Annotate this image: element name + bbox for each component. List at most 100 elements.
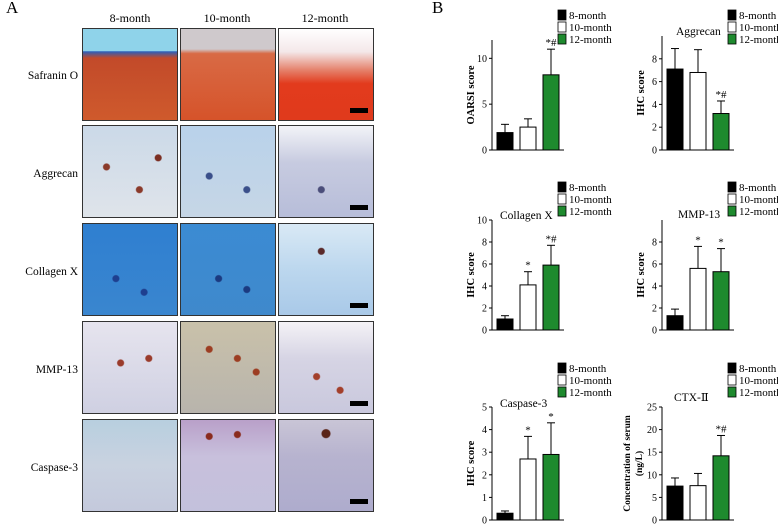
bar-12-month <box>542 74 560 151</box>
legend-swatch-8-month <box>727 181 737 193</box>
y-axis-label: IHC score <box>636 252 647 298</box>
legend-swatch-12-month <box>557 33 567 45</box>
legend-label-10-month: 10-month <box>569 375 612 387</box>
legend-label-12-month: 12-month <box>739 34 778 46</box>
legend-swatch-8-month <box>557 362 567 374</box>
bar-10-month <box>689 485 707 521</box>
significance-marker: *# <box>716 89 728 101</box>
bar-8-month <box>666 68 684 151</box>
y-tick-label: 4 <box>482 425 487 436</box>
legend-label-10-month: 10-month <box>569 22 612 34</box>
y-axis-label: IHC score <box>466 440 477 486</box>
micrograph-safranin-o-8-month <box>82 28 178 121</box>
legend-swatch-10-month <box>557 374 567 386</box>
y-tick-label: 10 <box>477 54 487 65</box>
legend-label-12-month: 12-month <box>569 34 612 46</box>
legend-label-10-month: 10-month <box>739 194 778 206</box>
y-tick-label: 6 <box>652 77 657 88</box>
legend-label-8-month: 8-month <box>569 363 607 375</box>
y-axis-label: IHC score <box>466 252 477 298</box>
y-tick-label: 15 <box>647 448 657 459</box>
legend-swatch-8-month <box>727 9 737 21</box>
chart-aggrecan: 0 2 4 6 8 IHC score Aggrecan *# 8-month10-month1… <box>636 9 778 157</box>
legend-label-8-month: 8-month <box>739 363 777 375</box>
legend-swatch-12-month <box>727 205 737 217</box>
y-tick-label: 6 <box>652 260 657 271</box>
y-tick-label: 0 <box>652 146 657 157</box>
micrograph-safranin-o-12-month <box>278 28 374 121</box>
bar-8-month <box>496 132 514 151</box>
bar-8-month <box>496 318 514 331</box>
micrograph-aggrecan-8-month <box>82 125 178 218</box>
scale-bar <box>350 499 368 504</box>
bar-10-month <box>519 126 537 151</box>
chart-title: CTX-Ⅱ <box>674 392 709 404</box>
legend-swatch-12-month <box>727 33 737 45</box>
y-tick-label: 4 <box>652 282 657 293</box>
micrograph-caspase-3-10-month <box>180 419 276 512</box>
chart-collagen-x: 0 2 4 6 8 10 IHC score Collagen X * *# 8-month10-m… <box>466 181 612 337</box>
legend-swatch-10-month <box>557 21 567 33</box>
row-label-caspase-3: Caspase-3 <box>30 462 78 474</box>
y-tick-label: 0 <box>482 146 487 157</box>
legend-swatch-10-month <box>727 193 737 205</box>
micrograph-collagen-x-10-month <box>180 223 276 316</box>
row-label-safranin-o: Safranin O <box>27 70 78 82</box>
y-tick-label: 5 <box>482 403 487 414</box>
bar-10-month <box>689 267 707 331</box>
chart-title: Collagen X <box>500 210 553 222</box>
legend-swatch-12-month <box>557 386 567 398</box>
bar-8-month <box>496 512 514 521</box>
y-axis-label: Concentration of serum (ng/L) <box>623 415 645 512</box>
micrograph-collagen-x-8-month <box>82 223 178 316</box>
y-tick-label: 4 <box>482 282 487 293</box>
scale-bar <box>350 303 368 308</box>
legend-swatch-8-month <box>727 362 737 374</box>
y-tick-label: 0 <box>652 516 657 527</box>
significance-marker: * <box>695 234 701 246</box>
micrograph-aggrecan-12-month <box>278 125 374 218</box>
significance-marker: *# <box>546 37 558 49</box>
micrograph-aggrecan-10-month <box>180 125 276 218</box>
significance-marker: *# <box>716 423 728 435</box>
micrograph-mmp-13-8-month <box>82 321 178 414</box>
column-header-10-month: 10-month <box>203 11 251 25</box>
y-tick-label: 1 <box>482 493 487 504</box>
bar-10-month <box>689 71 707 151</box>
legend-swatch-8-month <box>557 181 567 193</box>
y-axis-label: IHC score <box>636 70 647 116</box>
y-tick-label: 0 <box>482 326 487 337</box>
bar-12-month <box>712 455 730 521</box>
bar-8-month <box>666 485 684 521</box>
row-label-mmp-13: MMP-13 <box>35 364 78 376</box>
scale-bar <box>350 108 368 113</box>
y-tick-label: 25 <box>647 403 657 414</box>
significance-marker: * <box>525 260 531 272</box>
micrograph-caspase-3-8-month <box>82 419 178 512</box>
y-tick-label: 2 <box>652 304 657 315</box>
column-header-8-month: 8-month <box>109 11 151 25</box>
y-tick-label: 0 <box>652 326 657 337</box>
legend-label-12-month: 12-month <box>569 206 612 218</box>
legend-swatch-12-month <box>557 205 567 217</box>
significance-marker: * <box>548 411 554 423</box>
row-label-collagen-x: Collagen X <box>25 266 78 278</box>
legend-label-8-month: 8-month <box>739 10 777 22</box>
panel-b-letter: B <box>432 0 444 17</box>
y-tick-label: 3 <box>482 448 487 459</box>
micrograph-mmp-13-10-month <box>180 321 276 414</box>
chart-title: Caspase-3 <box>500 398 548 410</box>
legend-label-8-month: 8-month <box>569 10 607 22</box>
micrograph-collagen-x-12-month <box>278 223 374 316</box>
legend-label-10-month: 10-month <box>569 194 612 206</box>
y-tick-label: 8 <box>652 54 657 65</box>
y-tick-label: 4 <box>652 100 657 111</box>
chart-mmp-13: 0 2 4 6 8 IHC score MMP-13 * * 8-month10-month12-… <box>636 181 778 337</box>
significance-marker: * <box>718 237 724 249</box>
y-tick-label: 10 <box>647 470 657 481</box>
significance-marker: *# <box>546 233 558 245</box>
y-tick-label: 8 <box>652 238 657 249</box>
bar-12-month <box>542 264 560 331</box>
